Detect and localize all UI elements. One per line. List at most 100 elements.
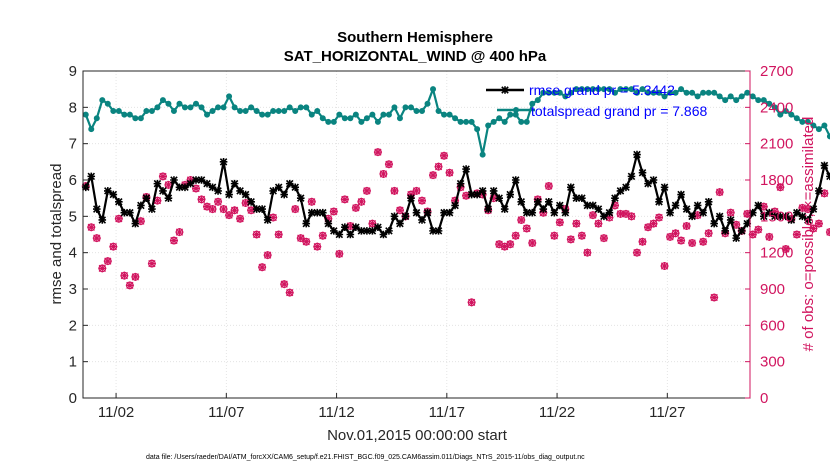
obs-assimilated-marker xyxy=(792,230,801,239)
totalspread-point xyxy=(352,111,359,118)
totalspread-point xyxy=(82,111,89,118)
obs-assimilated-marker xyxy=(395,206,404,215)
rmse-point xyxy=(622,183,630,192)
obs-assimilated-marker xyxy=(280,280,289,289)
obs-assimilated-marker xyxy=(489,194,498,203)
rmse-point xyxy=(737,227,746,235)
rmse-point xyxy=(467,190,476,199)
obs-assimilated-marker xyxy=(599,234,608,243)
rmse-point xyxy=(401,212,410,221)
rmse-point xyxy=(418,216,426,224)
rmse-point xyxy=(550,208,559,217)
rmse-point xyxy=(649,176,658,184)
obs-assimilated-marker xyxy=(368,219,377,228)
rmse-point xyxy=(164,194,173,202)
rmse-point xyxy=(285,179,294,188)
totalspread-point xyxy=(264,111,271,118)
rmse-point xyxy=(104,187,112,195)
rmse-point xyxy=(258,205,266,213)
totalspread-point xyxy=(749,93,756,100)
obs-assimilated-marker xyxy=(98,264,107,273)
totalspread-point xyxy=(419,107,426,114)
rmse-point xyxy=(782,212,790,221)
totalspread-point xyxy=(744,89,751,96)
obs-assimilated-marker xyxy=(87,223,96,232)
totalspread-point xyxy=(259,111,266,118)
rmse-point xyxy=(743,219,752,228)
totalspread-point xyxy=(722,97,729,104)
rmse-point xyxy=(462,165,470,173)
obs-assimilated-marker xyxy=(203,202,212,211)
obs-assimilated-marker xyxy=(577,231,586,240)
obs-assimilated-marker xyxy=(583,248,592,257)
rmse-point xyxy=(241,190,250,199)
totalspread-point xyxy=(567,89,574,96)
obs-assimilated-marker xyxy=(263,251,272,260)
obs-assimilated-marker xyxy=(313,242,322,251)
rmse-point xyxy=(671,201,680,210)
obs-assimilated-marker xyxy=(351,203,360,212)
rmse-point xyxy=(726,216,735,224)
obs-assimilated-marker xyxy=(269,213,278,222)
obs-assimilated-marker xyxy=(307,197,316,206)
rmse-point xyxy=(561,208,570,217)
data-file-footer: data file: /Users/raeder/DAI/ATM_forcXX/… xyxy=(146,454,585,461)
totalspread-point xyxy=(104,100,111,107)
obs-assimilated-marker xyxy=(418,196,427,205)
obs-assimilated-marker xyxy=(467,298,476,307)
legend-rmse-label: rmse grand pr = 5.3442 xyxy=(529,82,675,98)
obs-assimilated-marker xyxy=(605,213,614,222)
totalspread-point xyxy=(661,93,668,100)
obs-assimilated-marker xyxy=(252,230,261,239)
totalspread-point xyxy=(694,93,701,100)
obs-assimilated-marker xyxy=(340,195,349,204)
totalspread-point xyxy=(275,107,282,114)
rmse-point xyxy=(484,205,492,213)
obs-assimilated-marker xyxy=(566,235,575,244)
totalspread-point xyxy=(771,104,778,111)
totalspread-point xyxy=(457,118,464,125)
legend: rmse grand pr = 5.3442 totalspread grand… xyxy=(486,82,708,119)
totalspread-point xyxy=(490,118,497,125)
totalspread-point xyxy=(220,104,227,111)
left-tick-label: 4 xyxy=(69,245,77,262)
totalspread-point xyxy=(325,118,332,125)
totalspread-point xyxy=(727,93,734,100)
totalspread-point xyxy=(518,118,525,125)
x-tick-label: 11/07 xyxy=(208,404,244,421)
rmse-point xyxy=(396,219,404,228)
right-axis-label: # of obs: o=possible; ×=assimilated xyxy=(800,117,817,352)
obs-assimilated-marker xyxy=(644,223,653,232)
obs-assimilated-marker xyxy=(362,186,371,195)
obs-assimilated-marker xyxy=(809,224,818,233)
totalspread-point xyxy=(99,97,106,104)
rmse-series xyxy=(81,150,830,242)
totalspread-point xyxy=(700,89,707,96)
totalspread-point xyxy=(474,126,481,133)
rmse-point xyxy=(633,150,641,159)
obs-assimilated-marker xyxy=(445,168,454,177)
obs-assimilated-marker xyxy=(192,184,201,193)
obs-assimilated-marker xyxy=(710,293,719,302)
totalspread-point xyxy=(143,107,150,114)
rmse-point xyxy=(363,227,371,235)
rmse-point xyxy=(412,208,421,217)
totalspread-point xyxy=(198,104,205,111)
obs-count-markers xyxy=(81,148,830,307)
rmse-point xyxy=(296,194,305,202)
obs-assimilated-marker xyxy=(147,259,156,268)
legend-totalspread-marker xyxy=(513,107,520,114)
rmse-point xyxy=(87,172,96,181)
totalspread-point xyxy=(407,104,414,111)
totalspread-point xyxy=(204,111,211,118)
totalspread-point xyxy=(672,89,679,96)
rmse-point xyxy=(274,183,283,192)
rmse-point xyxy=(302,219,311,228)
totalspread-point xyxy=(132,115,139,122)
obs-assimilated-marker xyxy=(770,207,779,216)
totalspread-point xyxy=(115,107,122,114)
obs-assimilated-marker xyxy=(682,222,691,231)
rmse-point xyxy=(473,190,481,199)
obs-assimilated-marker xyxy=(114,214,123,223)
obs-assimilated-marker xyxy=(726,208,735,217)
